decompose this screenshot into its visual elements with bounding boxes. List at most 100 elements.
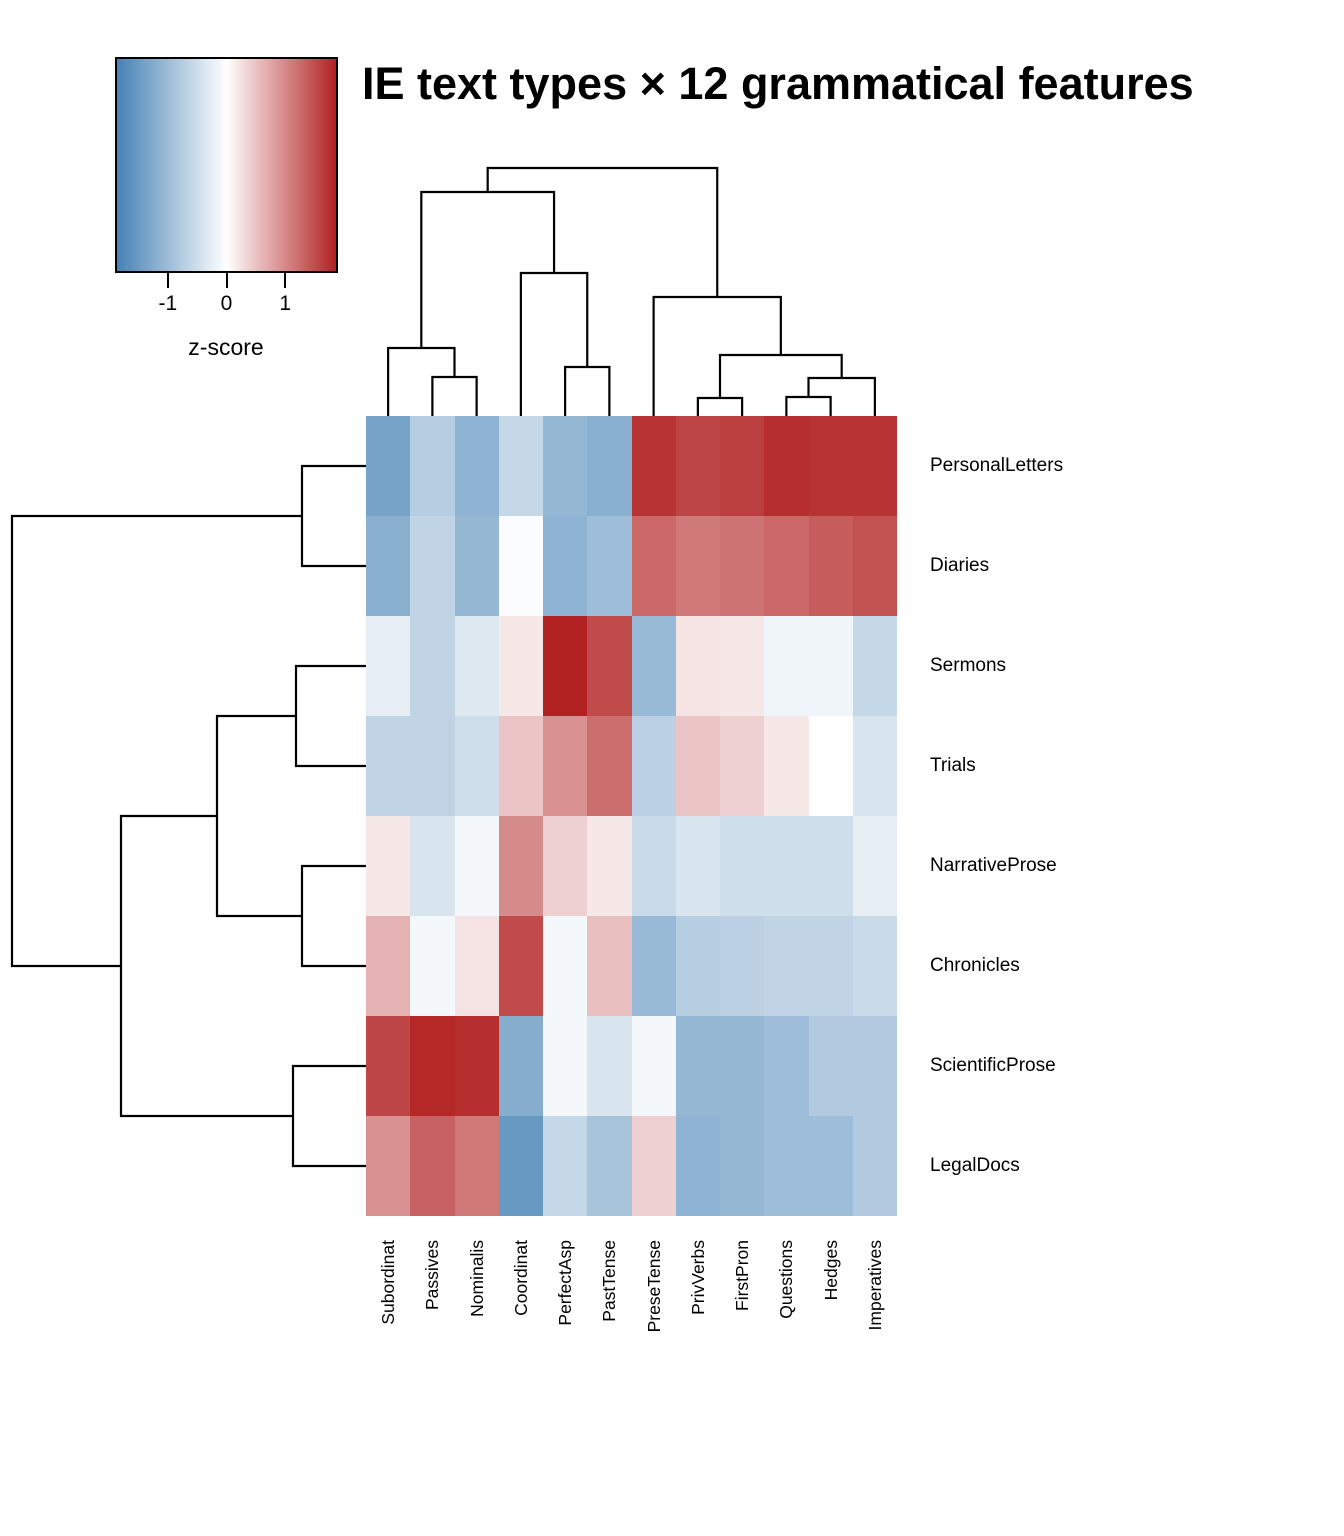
legend-tick [225,273,228,288]
heatmap-cell-Chronicles-Imperatives [852,916,897,1016]
heatmap-cell-NarrativeProse-Questions [764,816,809,916]
heatmap-cell-Sermons-Coordinat [498,616,543,716]
heatmap-cell-NarrativeProse-Imperatives [852,816,897,916]
legend-tick [284,273,287,288]
heatmap-cell-Sermons-Subordinat [366,616,411,716]
heatmap-cell-LegalDocs-Questions [764,1116,809,1216]
chart-title: IE text types × 12 grammatical features [362,58,1194,109]
heatmap-cell-Diaries-Nominalis [454,516,499,616]
heatmap-cell-Trials-Passives [410,716,455,816]
dendrogram-branch [300,464,366,568]
column-label-Hedges: Hedges [820,1240,841,1301]
heatmap-cell-PersonalLetters-PerfectAsp [543,416,588,516]
heatmap-cell-Trials-Subordinat [366,716,411,816]
heatmap-cell-Sermons-Imperatives [852,616,897,716]
heatmap-cell-Sermons-Nominalis [454,616,499,716]
heatmap-cell-Diaries-PastTense [587,516,632,616]
dendrogram-branch [519,271,589,416]
heatmap-cell-Trials-PrivVerbs [675,716,720,816]
legend-tick-label: -1 [158,292,178,315]
heatmap-cell-LegalDocs-Coordinat [498,1116,543,1216]
heatmap-cell-ScientificProse-Questions [764,1016,809,1116]
heatmap-cell-ScientificProse-PreseTense [631,1016,676,1116]
heatmap-cell-Chronicles-Questions [764,916,809,1016]
heatmap-cell-Chronicles-Passives [410,916,455,1016]
dendrogram-branch [291,1064,366,1168]
heatmap-cell-PersonalLetters-Questions [764,416,809,516]
dendrogram-branch [387,346,456,416]
heatmap-cell-ScientificProse-Coordinat [498,1016,543,1116]
heatmap-cell-LegalDocs-PastTense [587,1116,632,1216]
row-label-ScientificProse: ScientificProse [930,1055,1056,1076]
heatmap-cell-LegalDocs-Passives [410,1116,455,1216]
heatmap-cell-PersonalLetters-Coordinat [498,416,543,516]
heatmap-cell-ScientificProse-PerfectAsp [543,1016,588,1116]
column-label-PrivVerbs: PrivVerbs [687,1240,708,1315]
heatmap-cell-Diaries-PrivVerbs [675,516,720,616]
heatmap-cell-Sermons-PreseTense [631,616,676,716]
heatmap-cell-Trials-PerfectAsp [543,716,588,816]
heatmap-cell-Chronicles-FirstPron [720,916,765,1016]
heatmap-cell-Chronicles-PreseTense [631,916,676,1016]
row-label-NarrativeProse: NarrativeProse [930,855,1057,876]
row-dendrogram [10,464,366,1168]
heatmap-cell-Trials-FirstPron [720,716,765,816]
dendrogram-branch [300,864,366,968]
heatmap-cell-NarrativeProse-PrivVerbs [675,816,720,916]
heatmap-cell-Trials-Hedges [808,716,853,816]
column-label-FirstPron: FirstPron [732,1240,753,1311]
dendrogram-branch [785,395,832,416]
dendrogram-branch [431,375,478,416]
heatmap-grid [366,416,897,1216]
heatmap-cell-ScientificProse-FirstPron [720,1016,765,1116]
heatmap-cell-Chronicles-Hedges [808,916,853,1016]
column-label-Imperatives: Imperatives [864,1240,885,1331]
dendrogram-branch [564,365,611,416]
heatmap-cell-LegalDocs-PreseTense [631,1116,676,1216]
heatmap-cell-PersonalLetters-Passives [410,416,455,516]
heatmap-cell-LegalDocs-FirstPron [720,1116,765,1216]
row-label-Sermons: Sermons [930,655,1007,676]
heatmap-cell-PersonalLetters-FirstPron [720,416,765,516]
heatmap-cell-NarrativeProse-PastTense [587,816,632,916]
heatmap-cell-Trials-PastTense [587,716,632,816]
heatmap-cell-Diaries-Hedges [808,516,853,616]
heatmap-cell-PersonalLetters-PreseTense [631,416,676,516]
heatmap-cell-PersonalLetters-Subordinat [366,416,411,516]
heatmap-cell-Trials-PreseTense [631,716,676,816]
heatmap-cell-ScientificProse-Subordinat [366,1016,411,1116]
heatmap-cell-PersonalLetters-Hedges [808,416,853,516]
heatmap-cell-NarrativeProse-Nominalis [454,816,499,916]
dendrogram-branch [696,396,744,416]
heatmap-cell-LegalDocs-PrivVerbs [675,1116,720,1216]
dendrogram-branch [718,353,843,398]
heatmap-cell-Diaries-Subordinat [366,516,411,616]
heatmap-cell-NarrativeProse-Subordinat [366,816,411,916]
dendrogram-branch [119,814,293,1118]
heatmap-cell-Trials-Questions [764,716,809,816]
column-label-Questions: Questions [776,1240,797,1319]
heatmap-cell-Diaries-Imperatives [852,516,897,616]
heatmap-cell-Diaries-FirstPron [720,516,765,616]
heatmap-cell-Sermons-Hedges [808,616,853,716]
heatmap-cell-Diaries-PreseTense [631,516,676,616]
heatmap-cell-PersonalLetters-PrivVerbs [675,416,720,516]
color-scale-label: z-score [188,334,264,360]
heatmap-cell-ScientificProse-Passives [410,1016,455,1116]
row-label-LegalDocs: LegalDocs [930,1155,1020,1176]
heatmap-cell-ScientificProse-Hedges [808,1016,853,1116]
heatmap-cell-Chronicles-PerfectAsp [543,916,588,1016]
heatmap-cell-Trials-Nominalis [454,716,499,816]
heatmap-cell-Chronicles-Nominalis [454,916,499,1016]
heatmap-cell-LegalDocs-Subordinat [366,1116,411,1216]
heatmap-cell-Sermons-Passives [410,616,455,716]
heatmap-cell-ScientificProse-Imperatives [852,1016,897,1116]
heatmap-cell-NarrativeProse-FirstPron [720,816,765,916]
dendrogram-branch [420,190,556,348]
dendrogram-branch [10,514,302,968]
heatmap-cell-Sermons-Questions [764,616,809,716]
heatmap-cell-LegalDocs-Hedges [808,1116,853,1216]
heatmap-cell-NarrativeProse-Hedges [808,816,853,916]
column-label-Coordinat: Coordinat [510,1240,531,1316]
dendrogram-branch [807,376,876,416]
